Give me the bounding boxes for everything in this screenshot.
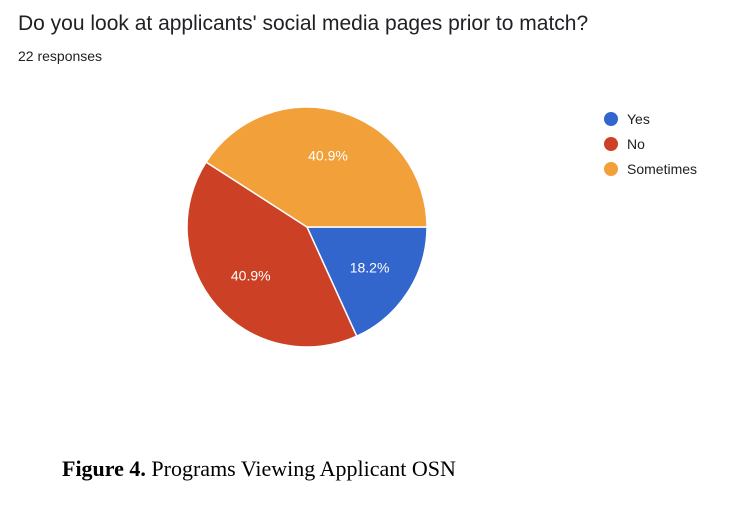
legend-label-sometimes: Sometimes xyxy=(627,160,698,177)
chart-title: Do you look at applicants' social media … xyxy=(18,12,589,35)
legend-item-yes[interactable]: Yes xyxy=(604,106,697,131)
legend-swatch-sometimes xyxy=(604,161,618,176)
pie-slice-yes[interactable] xyxy=(305,226,428,338)
legend-swatch-yes xyxy=(604,111,618,126)
figure-label: Figure 4. xyxy=(62,456,146,481)
pie-label-yes: 18.2% xyxy=(350,259,390,275)
legend-label-no: No xyxy=(627,135,645,152)
pie-label-sometimes: 40.9% xyxy=(308,148,348,164)
legend-item-no[interactable]: No xyxy=(604,131,697,156)
figure-caption-text: Programs Viewing Applicant OSN xyxy=(145,456,456,481)
pie-label-no: 40.9% xyxy=(231,268,271,284)
legend-item-sometimes[interactable]: Sometimes xyxy=(604,156,697,181)
pie-slice-no[interactable] xyxy=(186,161,358,348)
response-count: 22 responses xyxy=(18,48,103,64)
legend-swatch-no xyxy=(604,136,618,151)
pie-slice-sometimes[interactable] xyxy=(205,106,428,228)
legend: Yes No Sometimes xyxy=(604,106,697,181)
figure-caption: Figure 4. Programs Viewing Applicant OSN xyxy=(62,456,456,482)
legend-label-yes: Yes xyxy=(627,110,650,127)
